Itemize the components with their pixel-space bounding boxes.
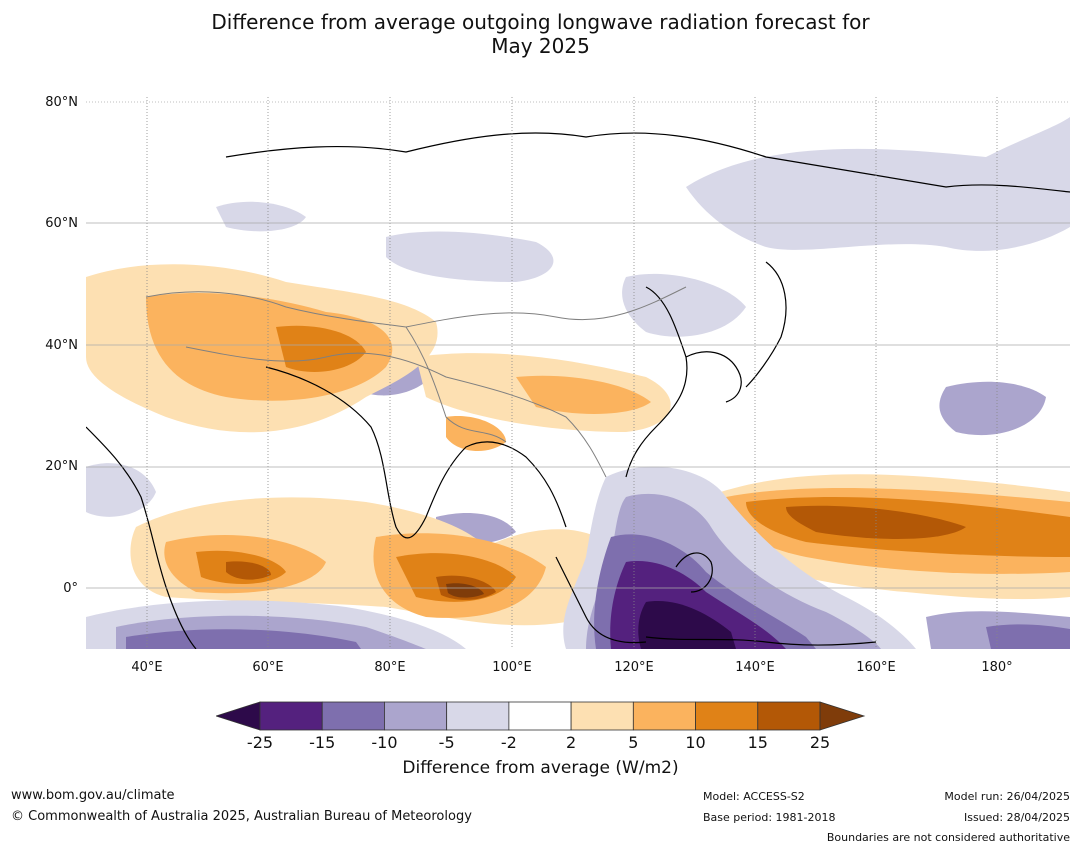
coastlines <box>86 132 1070 649</box>
colorbar-extend-min <box>214 701 261 731</box>
base-period-text: Base period: 1981-2018 <box>703 811 836 824</box>
colorbar-label: Difference from average (W/m2) <box>402 758 679 778</box>
map-title: Difference from average outgoing longwav… <box>0 10 1081 58</box>
colorbar-extend-max <box>819 701 866 731</box>
latitude-lines <box>86 101 1070 589</box>
colorbar-box <box>695 701 759 731</box>
colorbar-tick-label: -5 <box>438 733 455 752</box>
model-text: Model: ACCESS-S2 <box>703 790 805 803</box>
colorbar-box <box>446 701 510 731</box>
lon-label-140e: 140°E <box>735 660 775 675</box>
issued-text: Issued: 28/04/2025 <box>963 811 1070 824</box>
colorbar-svg <box>214 701 866 731</box>
colorbar-boxes <box>259 701 821 731</box>
lon-label-180: 180° <box>981 660 1013 675</box>
graticule <box>146 97 998 649</box>
negative-anomalies-maritime <box>86 466 1070 649</box>
map-canvas <box>86 97 1070 649</box>
colorbar-tick-label: 5 <box>628 733 639 752</box>
colorbar-box <box>321 701 385 731</box>
lat-label-40n: 40°N <box>45 338 78 353</box>
colorbar-box <box>632 701 696 731</box>
colorbar-tick-label: 2 <box>566 733 577 752</box>
lon-label-40e: 40°E <box>131 660 163 675</box>
title-line-2: May 2025 <box>491 34 590 58</box>
lat-label-0: 0° <box>63 581 78 596</box>
borders <box>145 286 687 478</box>
copyright-text: © Commonwealth of Australia 2025, Austra… <box>11 809 472 824</box>
lat-label-20n: 20°N <box>45 459 78 474</box>
colorbar-box <box>570 701 634 731</box>
colorbar-box <box>259 701 323 731</box>
colorbar <box>214 700 866 732</box>
lon-label-100e: 100°E <box>492 660 532 675</box>
positive-anomalies-central-asia <box>86 264 671 452</box>
title-line-1: Difference from average outgoing longwav… <box>211 10 870 34</box>
disclaimer-text: Boundaries are not considered authoritat… <box>826 831 1070 844</box>
lat-label-80n: 80°N <box>45 95 78 110</box>
model-run-text: Model run: 26/04/2025 <box>944 790 1070 803</box>
lat-label-60n: 60°N <box>45 216 78 231</box>
colorbar-box <box>757 701 821 731</box>
colorbar-tick-label: 15 <box>747 733 768 752</box>
lon-label-80e: 80°E <box>374 660 406 675</box>
colorbar-tick-label: -10 <box>371 733 398 752</box>
lon-label-160e: 160°E <box>856 660 896 675</box>
colorbar-box <box>384 701 448 731</box>
lon-label-120e: 120°E <box>614 660 654 675</box>
colorbar-tick-label: 10 <box>685 733 706 752</box>
colorbar-tick-label: -2 <box>500 733 517 752</box>
colorbar-tick-label: -15 <box>309 733 336 752</box>
colorbar-tick-label: 25 <box>809 733 831 752</box>
forecast-map <box>86 97 1070 649</box>
website-link[interactable]: www.bom.gov.au/climate <box>11 788 175 803</box>
colorbar-box <box>508 701 572 731</box>
colorbar-tick-label: -25 <box>246 733 274 752</box>
lon-label-60e: 60°E <box>252 660 284 675</box>
